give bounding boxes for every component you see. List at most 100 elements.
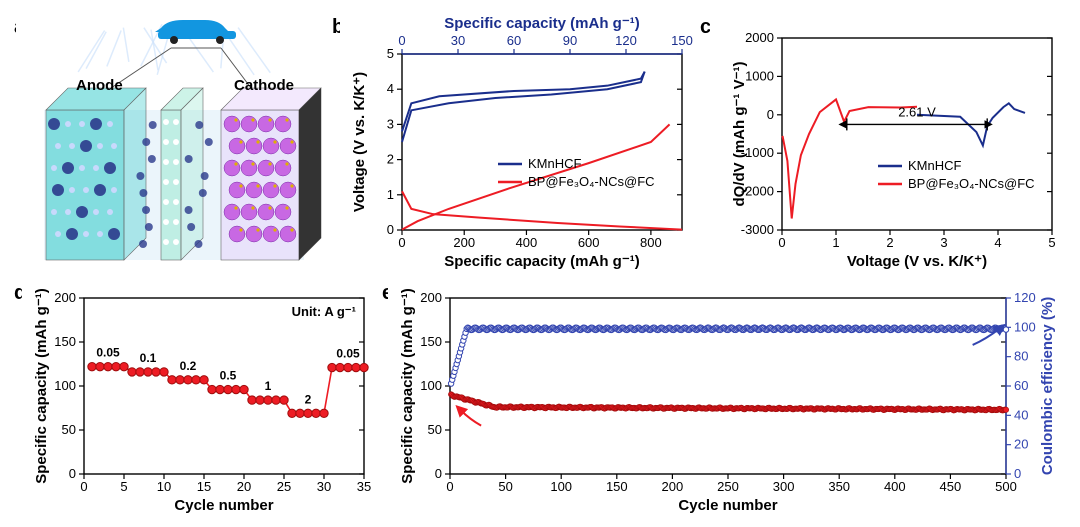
svg-text:120: 120 xyxy=(1014,290,1036,305)
data-point xyxy=(224,385,232,393)
svg-text:0: 0 xyxy=(1014,466,1021,481)
svg-text:20: 20 xyxy=(1014,437,1028,452)
panel-a-schematic: Anode Cathode xyxy=(16,18,326,268)
svg-text:450: 450 xyxy=(940,479,962,494)
rate-label: 0.2 xyxy=(180,359,197,373)
svg-text:0: 0 xyxy=(446,479,453,494)
y-axis-label: dQ/dV (mAh g⁻¹ V⁻¹) xyxy=(731,62,748,207)
data-point xyxy=(184,376,192,384)
data-point xyxy=(336,363,344,371)
svg-text:800: 800 xyxy=(640,235,662,250)
svg-text:90: 90 xyxy=(563,33,577,48)
separator-slab xyxy=(161,88,203,260)
data-point xyxy=(240,385,248,393)
svg-text:5: 5 xyxy=(1048,235,1055,250)
series-kmnhcf xyxy=(402,72,645,132)
svg-text:50: 50 xyxy=(498,479,512,494)
svg-text:35: 35 xyxy=(357,479,371,494)
svg-text:0: 0 xyxy=(69,466,76,481)
svg-text:5: 5 xyxy=(387,46,394,61)
svg-text:0: 0 xyxy=(767,107,774,122)
data-point xyxy=(168,376,176,384)
unit-annotation: Unit: A g⁻¹ xyxy=(292,304,356,319)
data-point xyxy=(344,363,352,371)
data-point xyxy=(296,409,304,417)
rate-label: 0.1 xyxy=(140,351,157,365)
data-point xyxy=(152,368,160,376)
svg-text:150: 150 xyxy=(671,33,693,48)
svg-text:50: 50 xyxy=(428,422,442,437)
data-point xyxy=(112,362,120,370)
data-point xyxy=(200,376,208,384)
svg-text:2: 2 xyxy=(886,235,893,250)
svg-text:100: 100 xyxy=(54,378,76,393)
rate-label: 0.05 xyxy=(96,346,120,360)
data-point xyxy=(160,368,168,376)
data-point xyxy=(232,385,240,393)
svg-text:10: 10 xyxy=(157,479,171,494)
svg-text:4: 4 xyxy=(387,81,394,96)
svg-text:4: 4 xyxy=(994,235,1001,250)
svg-text:350: 350 xyxy=(828,479,850,494)
data-point xyxy=(208,385,216,393)
cathode-label: Cathode xyxy=(234,77,294,94)
data-point xyxy=(264,396,272,404)
svg-text:400: 400 xyxy=(884,479,906,494)
data-point xyxy=(88,362,96,370)
y-axis-label: Specific capacity (mAh g⁻¹) xyxy=(399,288,416,483)
data-point xyxy=(256,396,264,404)
y-axis-label: Voltage (V vs. K/K⁺) xyxy=(351,72,368,212)
panel-c-chart: 012345-3000-2000-1000010002000Voltage (V… xyxy=(710,6,1072,276)
panel-d-chart: 05101520253035050100150200Cycle numberSp… xyxy=(22,282,380,522)
data-point xyxy=(96,362,104,370)
data-point xyxy=(352,363,360,371)
x-axis-label: Voltage (V vs. K/K⁺) xyxy=(847,253,987,270)
svg-text:30: 30 xyxy=(317,479,331,494)
svg-text:400: 400 xyxy=(516,235,538,250)
svg-text:20: 20 xyxy=(237,479,251,494)
x-axis-label: Cycle number xyxy=(678,497,777,514)
figure-root: a b c d e AnodeCathode 02004006008000123… xyxy=(0,0,1080,527)
svg-text:200: 200 xyxy=(662,479,684,494)
data-point xyxy=(320,409,328,417)
anode-label: Anode xyxy=(76,77,123,94)
svg-text:100: 100 xyxy=(420,378,442,393)
svg-text:25: 25 xyxy=(277,479,291,494)
anode-slab xyxy=(46,88,146,260)
data-point xyxy=(304,409,312,417)
svg-text:3: 3 xyxy=(387,116,394,131)
svg-text:5: 5 xyxy=(120,479,127,494)
svg-text:60: 60 xyxy=(1014,378,1028,393)
series-bp xyxy=(783,99,917,218)
svg-text:150: 150 xyxy=(54,334,76,349)
panel-e-chart: 0501001502002503003504004505000501001502… xyxy=(388,282,1068,522)
svg-text:2: 2 xyxy=(387,152,394,167)
rate-label: 0.5 xyxy=(220,369,237,383)
svg-text:100: 100 xyxy=(1014,319,1036,334)
rate-label: 2 xyxy=(305,392,312,406)
data-point xyxy=(280,396,288,404)
svg-text:600: 600 xyxy=(578,235,600,250)
svg-text:120: 120 xyxy=(615,33,637,48)
data-point xyxy=(136,368,144,376)
left-arrow-icon xyxy=(461,411,481,426)
svg-text:0: 0 xyxy=(80,479,87,494)
data-point xyxy=(176,376,184,384)
svg-text:3: 3 xyxy=(940,235,947,250)
svg-text:50: 50 xyxy=(62,422,76,437)
svg-text:150: 150 xyxy=(420,334,442,349)
svg-text:0: 0 xyxy=(387,222,394,237)
cap-point xyxy=(1003,407,1008,412)
svg-text:200: 200 xyxy=(453,235,475,250)
gap-annotation: 2.61 V xyxy=(898,104,936,119)
data-point xyxy=(272,396,280,404)
svg-text:150: 150 xyxy=(606,479,628,494)
data-point xyxy=(104,362,112,370)
svg-text:80: 80 xyxy=(1014,349,1028,364)
svg-text:-3000: -3000 xyxy=(741,222,774,237)
y-right-axis-label: Coulombic efficiency (%) xyxy=(1039,297,1056,475)
x-top-axis-label: Specific capacity (mAh g⁻¹) xyxy=(444,15,639,32)
svg-text:100: 100 xyxy=(550,479,572,494)
svg-text:30: 30 xyxy=(451,33,465,48)
rate-label: 1 xyxy=(265,379,272,393)
